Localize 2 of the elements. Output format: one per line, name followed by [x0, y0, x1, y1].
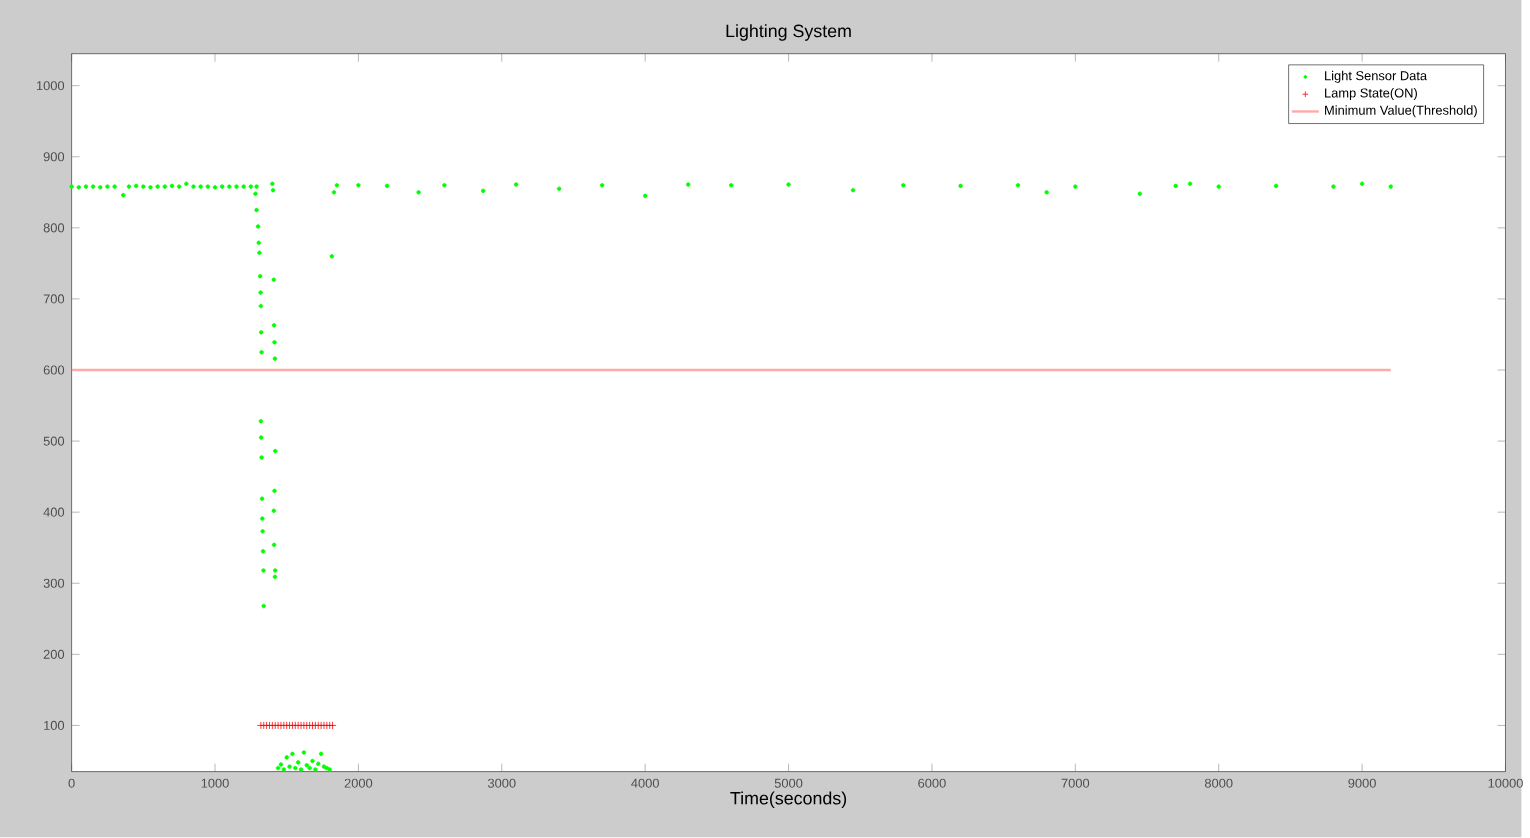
chart-title: Lighting System — [726, 24, 851, 42]
x-axis-title: Time(seconds) — [730, 791, 847, 809]
